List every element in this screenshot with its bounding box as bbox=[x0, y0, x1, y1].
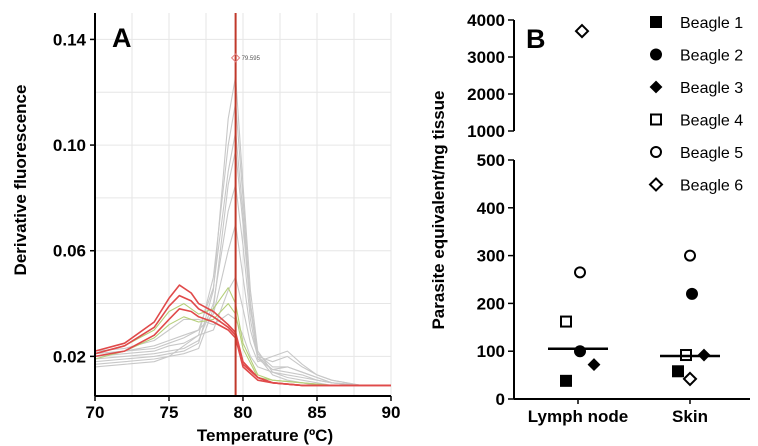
panel-b-ticks: 0 100 200 300 400 500 1000 2000 3000 4000 Lymph no… bbox=[467, 11, 708, 426]
panel-b-label: B bbox=[526, 24, 546, 54]
y-tick-label: 0.06 bbox=[53, 242, 86, 261]
panel-b-x-tick-label: Lymph node bbox=[528, 407, 628, 426]
panel-b-legend: Beagle 1 Beagle 2 Beagle 3 Beagle 4 Beagle 5… bbox=[650, 15, 743, 195]
panel-a-y-axis-title: Derivative fluorescence bbox=[11, 85, 30, 276]
panel-a-label: A bbox=[112, 23, 132, 53]
y-tick-label: 0.02 bbox=[53, 347, 86, 366]
data-point-filled-square bbox=[561, 376, 571, 386]
panel-b-y-tick-label: 100 bbox=[477, 342, 505, 361]
data-point-open-diamond bbox=[684, 373, 696, 385]
data-point-open-square bbox=[561, 317, 571, 327]
panel-b-axes bbox=[514, 20, 750, 399]
y-tick-label: 0.10 bbox=[53, 136, 86, 155]
data-point-filled-square bbox=[673, 366, 683, 376]
legend-marker-filled-square bbox=[651, 17, 661, 27]
y-tick-label: 0.14 bbox=[53, 30, 87, 49]
panel-b-y-tick-label: 3000 bbox=[467, 48, 505, 67]
x-tick-label: 85 bbox=[308, 403, 327, 422]
panel-b-y-tick-label: 2000 bbox=[467, 85, 505, 104]
data-point-open-diamond bbox=[576, 25, 588, 37]
data-point-open-circle bbox=[575, 267, 585, 277]
panel-b-x-tick-label: Skin bbox=[672, 407, 708, 426]
data-point-filled-circle bbox=[687, 289, 697, 299]
panel-b-y-tick-label: 4000 bbox=[467, 11, 505, 30]
legend-label: Beagle 5 bbox=[680, 145, 743, 162]
x-tick-label: 90 bbox=[382, 403, 401, 422]
legend-label: Beagle 1 bbox=[680, 15, 743, 32]
panel-a-chart: 79.595 70 75 80 85 90 0.02 0.06 0.10 0.14 A Temp… bbox=[11, 13, 400, 445]
legend-label: Beagle 6 bbox=[680, 178, 743, 195]
panel-b-medians bbox=[548, 349, 720, 356]
panel-b-y-tick-label: 300 bbox=[477, 247, 505, 266]
legend-marker-open-square bbox=[651, 115, 661, 125]
x-tick-label: 75 bbox=[160, 403, 179, 422]
panel-b-y-tick-label: 400 bbox=[477, 199, 505, 218]
legend-marker-open-circle bbox=[651, 147, 661, 157]
legend-label: Beagle 3 bbox=[680, 80, 743, 97]
legend-marker-open-diamond bbox=[650, 179, 662, 191]
panel-b-y-tick-label: 0 bbox=[496, 390, 505, 409]
x-tick-label: 80 bbox=[234, 403, 253, 422]
panel-b-y-tick-label: 1000 bbox=[467, 122, 505, 141]
panel-b-y-tick-label: 200 bbox=[477, 294, 505, 313]
panel-a-x-axis-title: Temperature (ºC) bbox=[197, 426, 333, 445]
legend-marker-filled-diamond bbox=[651, 82, 661, 92]
legend-marker-filled-circle bbox=[651, 50, 661, 60]
legend-label: Beagle 2 bbox=[680, 48, 743, 65]
panel-b-y-tick-label: 500 bbox=[477, 151, 505, 170]
legend-label: Beagle 4 bbox=[680, 113, 743, 130]
data-point-filled-diamond bbox=[589, 360, 599, 370]
panel-b-chart: 0 100 200 300 400 500 1000 2000 3000 4000 Lymph no… bbox=[429, 11, 750, 426]
peak-annotation: 79.595 bbox=[242, 56, 261, 62]
x-tick-label: 70 bbox=[86, 403, 105, 422]
data-point-open-circle bbox=[685, 251, 695, 261]
panel-b-y-axis-title: Parasite equivalent/mg tissue bbox=[429, 90, 448, 329]
